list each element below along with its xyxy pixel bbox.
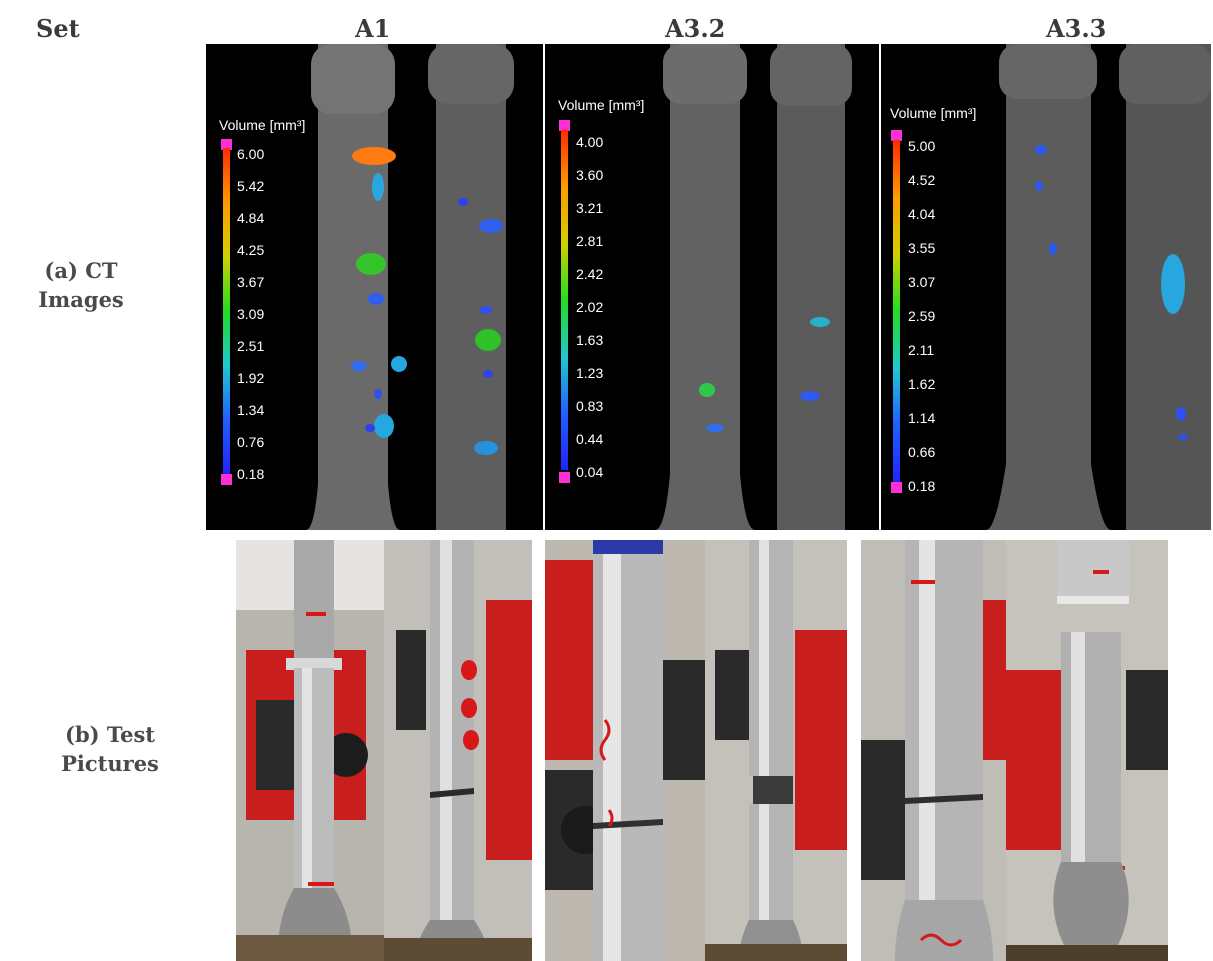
ct-scale-cap-bottom-a1	[221, 474, 232, 485]
ct-tick-a3-3: 3.07	[908, 274, 936, 290]
row-label-ct-line2: Images	[38, 287, 124, 313]
ct-scale-cap-top-a1	[221, 139, 232, 150]
ct-image-a3-3: Volume [mm³] 5.00 4.52 4.04 3.55 3.07 2.…	[881, 44, 1211, 530]
ct-tick-a3-2: 4.00	[576, 134, 604, 150]
ct-scale-title-a1: Volume [mm³]	[219, 117, 306, 133]
column-header-a1: A1	[355, 14, 391, 43]
ct-color-scale-a3-2	[561, 130, 568, 470]
test-photo-render-a1	[236, 540, 532, 961]
test-photo-a3-2	[545, 540, 847, 961]
test-photo-render-a3-2	[545, 540, 847, 961]
ct-scale-cap-bottom-a3-2	[559, 472, 570, 483]
ct-scale-cap-top-a3-3	[891, 130, 902, 141]
ct-render-a3-2	[655, 44, 852, 530]
ct-tick-a3-3: 1.14	[908, 410, 936, 426]
ct-tick-a1: 2.51	[237, 338, 265, 354]
ct-tick-a3-2: 2.02	[576, 299, 604, 315]
row-label-ct-images: (a) CT Images	[6, 256, 156, 315]
row-label-ct-line1: (a) CT	[44, 258, 118, 283]
ct-tick-a3-3: 1.62	[908, 376, 936, 392]
ct-color-scale-a3-3	[893, 140, 900, 482]
ct-tick-a3-2: 2.42	[576, 266, 604, 282]
row-label-test-line1: (b) Test	[65, 722, 155, 747]
ct-tick-a3-3: 4.52	[908, 172, 936, 188]
ct-color-scale-a1	[223, 148, 230, 474]
ct-tick-a3-2: 3.60	[576, 167, 604, 183]
ct-image-a1: Volume [mm³] 6.00 5.42 4.84 4.25 3.67 3.…	[206, 44, 543, 530]
ct-render-a3-3	[986, 44, 1211, 530]
ct-tick-a1: 6.00	[237, 146, 265, 162]
column-header-a3-3: A3.3	[1046, 14, 1107, 43]
ct-tick-a3-2: 0.83	[576, 398, 604, 414]
ct-tick-a3-2: 0.44	[576, 431, 604, 447]
ct-tick-a3-2: 1.63	[576, 332, 604, 348]
ct-tick-a3-2: 0.04	[576, 464, 604, 480]
test-photo-a1	[236, 540, 532, 961]
ct-tick-a1: 3.67	[237, 274, 265, 290]
ct-tick-a3-3: 0.66	[908, 444, 936, 460]
ct-tick-a3-3: 2.59	[908, 308, 936, 324]
ct-tick-a3-3: 5.00	[908, 138, 936, 154]
ct-tick-a1: 4.84	[237, 210, 265, 226]
ct-tick-a3-2: 3.21	[576, 200, 604, 216]
ct-tick-a1: 0.18	[237, 466, 265, 482]
ct-scale-title-a3-3: Volume [mm³]	[890, 105, 977, 121]
ct-tick-a3-3: 4.04	[908, 206, 936, 222]
ct-tick-a1: 3.09	[237, 306, 265, 322]
set-header: Set	[36, 14, 80, 43]
column-header-a3-2: A3.2	[665, 14, 726, 43]
ct-tick-a3-3: 0.18	[908, 478, 936, 494]
ct-tick-a1: 1.34	[237, 402, 265, 418]
row-label-test-pictures: (b) Test Pictures	[40, 720, 180, 779]
ct-scale-cap-top-a3-2	[559, 120, 570, 131]
ct-tick-a3-2: 1.23	[576, 365, 604, 381]
ct-tick-a3-2: 2.81	[576, 233, 604, 249]
ct-image-a3-2: Volume [mm³] 4.00 3.60 3.21 2.81 2.42 2.…	[545, 44, 879, 530]
ct-tick-a1: 4.25	[237, 242, 265, 258]
test-photo-render-a3-3	[861, 540, 1168, 961]
ct-tick-a1: 1.92	[237, 370, 265, 386]
ct-tick-a1: 5.42	[237, 178, 265, 194]
ct-tick-a1: 0.76	[237, 434, 265, 450]
ct-scale-title-a3-2: Volume [mm³]	[558, 97, 645, 113]
ct-tick-a3-3: 3.55	[908, 240, 936, 256]
test-photo-a3-3	[861, 540, 1168, 961]
ct-render-a1	[306, 44, 514, 530]
row-label-test-line2: Pictures	[61, 751, 159, 777]
ct-tick-a3-3: 2.11	[908, 342, 935, 358]
ct-scale-cap-bottom-a3-3	[891, 482, 902, 493]
